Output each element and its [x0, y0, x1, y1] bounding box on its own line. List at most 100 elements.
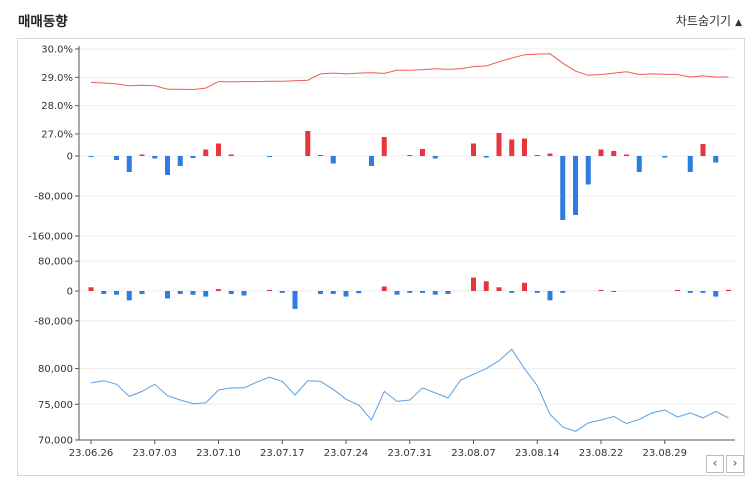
y-tick-label: 29.0%: [41, 73, 73, 84]
net-sell-bar: [190, 291, 196, 295]
net-sell-bar: [330, 156, 336, 164]
hide-chart-toggle[interactable]: 차트숨기기 ▲: [676, 12, 742, 29]
y-tick-label: 30.0%: [41, 45, 73, 56]
net-buy-bar: [88, 287, 94, 291]
net-sell-bar: [203, 291, 209, 297]
y-tick-label: 80,000: [38, 257, 73, 268]
net-buy-bar: [624, 154, 629, 156]
net-sell-bar: [101, 291, 107, 294]
net-sell-bar: [700, 291, 706, 293]
net-sell-bar: [432, 156, 438, 159]
net-sell-bar: [343, 291, 349, 297]
net-buy-bar: [726, 289, 731, 291]
y-tick-label: 28.0%: [41, 101, 73, 112]
net-sell-bar: [394, 291, 400, 295]
net-sell-bar: [177, 291, 183, 294]
net-sell-bar: [356, 291, 362, 294]
net-sell-bar: [432, 291, 438, 295]
x-tick-label: 23.06.26: [69, 448, 114, 459]
net-sell-bar: [560, 291, 566, 293]
net-sell-bar: [611, 291, 617, 292]
net-buy-bar: [381, 137, 387, 156]
x-tick-label: 23.08.14: [515, 448, 560, 459]
x-tick-label: 23.07.17: [260, 448, 305, 459]
net-buy-bar: [420, 149, 425, 156]
net-sell-bar: [560, 156, 566, 220]
ownership-ratio-line: [90, 53, 729, 91]
y-tick-label: -80,000: [34, 316, 73, 327]
net-buy-bar: [471, 277, 476, 291]
net-sell-bar: [407, 291, 413, 293]
net-buy-bar: [598, 149, 604, 156]
y-tick-label: -80,000: [34, 192, 73, 203]
x-tick-label: 23.07.10: [196, 448, 241, 459]
net-buy-bar: [534, 155, 540, 156]
net-sell-bar: [573, 156, 578, 215]
net-sell-bar: [279, 291, 285, 293]
net-buy-bar: [471, 143, 476, 156]
net-buy-bar: [496, 287, 502, 291]
y-tick-label: 80,000: [38, 364, 73, 375]
net-buy-bar: [203, 149, 209, 156]
hide-chart-label: 차트숨기기: [675, 14, 732, 28]
net-sell-bar: [318, 291, 323, 294]
y-tick-label: 75,000: [38, 400, 73, 411]
section-title: 매매동향: [18, 14, 68, 30]
net-buy-bar: [381, 286, 387, 291]
net-buy-bar: [611, 151, 617, 156]
net-sell-bar: [267, 156, 272, 157]
chart-next-button[interactable]: ›: [726, 455, 744, 473]
net-buy-bar: [509, 139, 515, 156]
net-sell-bar: [687, 291, 693, 293]
net-sell-bar: [88, 156, 94, 157]
net-buy-bar: [522, 138, 527, 156]
net-sell-bar: [509, 291, 515, 293]
net-sell-bar: [228, 291, 234, 294]
net-sell-bar: [190, 156, 196, 158]
caret-up-icon: ▲: [735, 18, 742, 28]
net-sell-bar: [445, 291, 451, 294]
y-tick-label: 70,000: [38, 436, 73, 447]
x-tick-label: 23.07.03: [132, 448, 177, 459]
net-buy-bar: [216, 143, 221, 156]
price-line: [90, 348, 729, 432]
net-sell-bar: [547, 291, 553, 301]
net-buy-bar: [267, 289, 272, 291]
net-buy-bar: [675, 289, 680, 291]
net-buy-bar: [139, 154, 145, 156]
net-sell-bar: [330, 291, 336, 294]
net-buy-bar: [547, 153, 553, 156]
x-tick-label: 23.07.31: [387, 448, 432, 459]
chart-panel: [17, 38, 745, 476]
net-sell-bar: [177, 156, 183, 166]
net-sell-bar: [165, 156, 170, 175]
net-sell-bar: [126, 291, 132, 301]
net-buy-bar: [407, 155, 413, 156]
net-buy-bar: [700, 144, 706, 156]
net-sell-bar: [534, 291, 540, 293]
net-sell-bar: [292, 291, 298, 309]
y-tick-label: 0: [67, 287, 73, 298]
net-sell-bar: [420, 291, 425, 293]
net-sell-bar: [139, 291, 145, 294]
net-buy-bar: [483, 281, 489, 291]
net-sell-bar: [687, 156, 693, 172]
net-buy-bar: [496, 133, 502, 156]
net-sell-bar: [114, 291, 119, 295]
chart-prev-button[interactable]: ‹: [706, 455, 724, 473]
net-sell-bar: [114, 156, 119, 160]
net-buy-bar: [598, 289, 604, 291]
net-sell-bar: [241, 291, 247, 296]
net-sell-bar: [126, 156, 132, 172]
y-tick-label: 0: [67, 152, 73, 163]
net-buy-bar: [305, 131, 311, 156]
net-buy-bar: [216, 289, 221, 291]
net-buy-bar: [228, 154, 234, 156]
net-sell-bar: [636, 156, 642, 172]
net-buy-bar: [522, 282, 527, 291]
net-sell-bar: [713, 291, 719, 297]
net-sell-bar: [585, 156, 591, 185]
net-sell-bar: [165, 291, 170, 299]
y-tick-label: 27.0%: [41, 130, 73, 141]
